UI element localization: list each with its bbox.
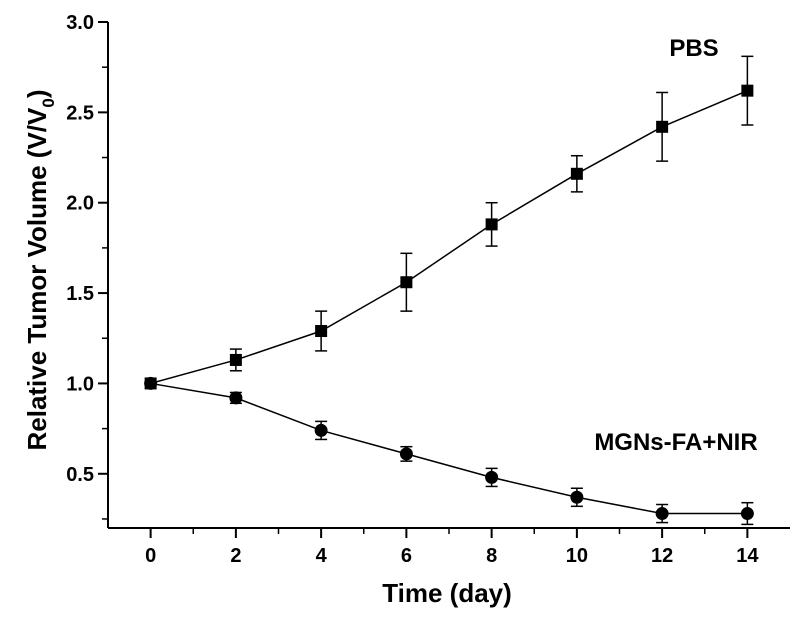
x-tick-label: 6 bbox=[401, 545, 412, 567]
x-tick-label: 2 bbox=[230, 545, 241, 567]
data-point-square bbox=[656, 120, 669, 133]
y-tick-label: 3.0 bbox=[66, 12, 94, 34]
y-axis-title-close: ) bbox=[22, 89, 52, 98]
y-tick-label: 1.0 bbox=[66, 373, 94, 395]
series-label-mgns-fa-nir: MGNs-FA+NIR bbox=[594, 429, 757, 456]
x-tick-label: 4 bbox=[316, 545, 328, 567]
y-axis-title-subscript: 0 bbox=[39, 98, 58, 107]
series-1 bbox=[144, 376, 754, 526]
y-tick-label: 0.5 bbox=[66, 464, 94, 486]
axes-layer: 0 2 4 6 8 10 12 14 0.5 1.0 1.5 2.0 2.5 3.0 bbox=[66, 12, 790, 567]
x-axis-title: Time (day) bbox=[382, 578, 512, 608]
data-point-square bbox=[570, 167, 583, 180]
x-tick-label: 14 bbox=[736, 545, 759, 567]
y-axis-title-main: Relative Tumor Volume (V/V bbox=[22, 107, 52, 451]
x-tick-label: 10 bbox=[566, 545, 588, 567]
data-point-circle bbox=[570, 490, 584, 504]
y-axis-title: Relative Tumor Volume (V/V0) bbox=[22, 89, 58, 450]
data-point-square bbox=[400, 276, 413, 289]
data-point-circle bbox=[740, 507, 754, 521]
data-point-circle bbox=[485, 470, 499, 484]
data-point-circle bbox=[655, 507, 669, 521]
data-point-circle bbox=[314, 423, 328, 437]
x-tick-label: 0 bbox=[145, 545, 156, 567]
series-label-pbs: PBS bbox=[669, 35, 718, 62]
y-tick-label: 1.5 bbox=[66, 283, 94, 305]
x-tick-label: 8 bbox=[486, 545, 497, 567]
data-point-circle bbox=[399, 447, 413, 461]
series-0 bbox=[144, 55, 754, 390]
series-layer bbox=[144, 55, 754, 526]
data-point-circle bbox=[144, 376, 158, 390]
series-line bbox=[150, 382, 748, 515]
data-point-square bbox=[229, 353, 242, 366]
series-line bbox=[150, 89, 748, 385]
data-point-circle bbox=[229, 391, 243, 405]
data-point-square bbox=[741, 84, 754, 97]
label-layer: Time (day) Relative Tumor Volume (V/V0) … bbox=[22, 35, 758, 608]
x-tick-label: 12 bbox=[651, 545, 673, 567]
data-point-square bbox=[485, 218, 498, 231]
y-tick-label: 2.0 bbox=[66, 193, 94, 215]
data-point-square bbox=[315, 325, 328, 338]
y-tick-label: 2.5 bbox=[66, 102, 94, 124]
